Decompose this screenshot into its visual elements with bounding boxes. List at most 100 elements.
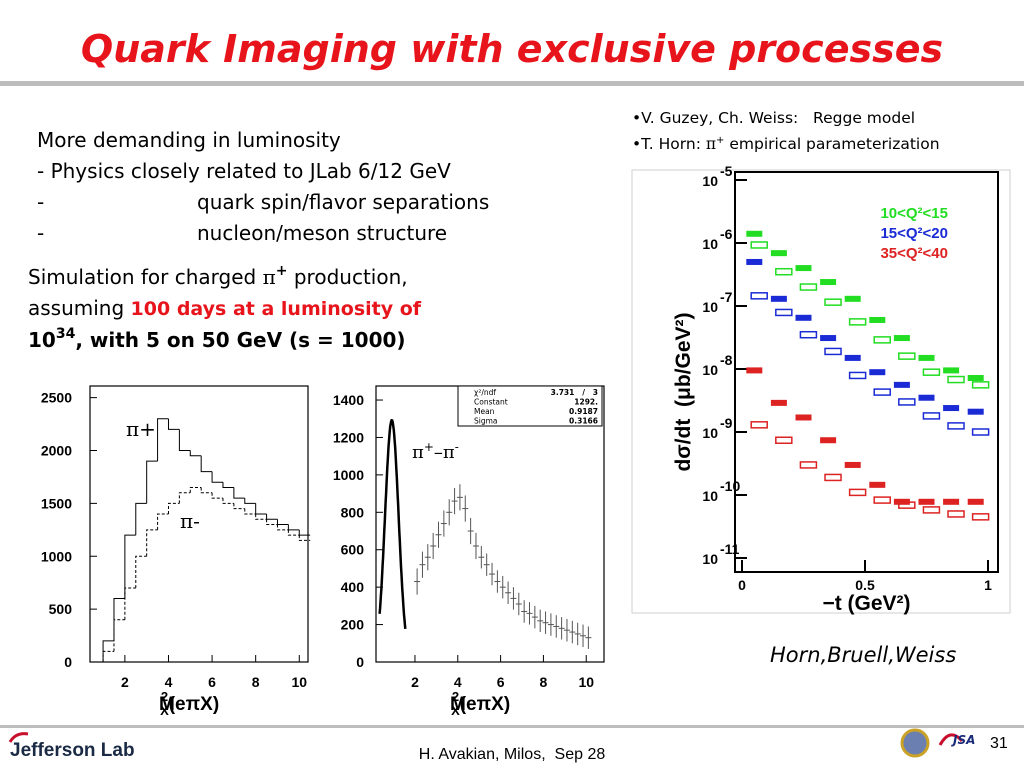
open-marker — [947, 510, 965, 518]
open-marker — [750, 421, 768, 429]
filled-marker — [795, 314, 812, 321]
stats-label: Sigma — [474, 417, 498, 426]
filled-marker — [918, 498, 935, 505]
y-tick-label: 200 — [341, 617, 365, 633]
x-axis-label: M2 X(eπX) — [450, 689, 510, 718]
y-tick-label: 10 — [702, 299, 718, 315]
y-tick-label: 1200 — [333, 429, 364, 445]
legend-entry: 10<Q²<15 — [880, 205, 948, 222]
filled-marker — [893, 335, 910, 342]
open-marker — [971, 513, 990, 521]
text: Simulation for charged — [28, 265, 263, 289]
y-tick-label: 500 — [49, 601, 73, 617]
y-tick-exponent: -7 — [720, 289, 733, 305]
histogram-bin — [244, 498, 256, 504]
histogram-bin — [189, 487, 202, 493]
histogram-bin — [189, 450, 202, 457]
filled-marker — [967, 498, 984, 505]
x-tick-label: 8 — [252, 674, 260, 690]
filled-marker — [770, 295, 787, 302]
open-marker — [775, 267, 793, 276]
histogram-bin — [200, 487, 213, 494]
histogram-bin — [266, 519, 278, 526]
open-marker — [947, 375, 965, 384]
histogram-bin — [113, 598, 125, 641]
text: π — [706, 135, 716, 153]
filled-marker — [746, 230, 763, 237]
open-marker — [922, 506, 941, 514]
legend-entry: 15<Q²<20 — [880, 225, 948, 242]
x-tick-label: 10 — [578, 674, 594, 690]
open-marker — [898, 501, 916, 509]
stats-label: Constant — [474, 398, 508, 407]
y-tick-label: 0 — [64, 654, 72, 670]
x-tick-label: 0.5 — [855, 577, 875, 593]
histogram-bin — [146, 460, 158, 504]
filled-marker — [918, 394, 935, 401]
intro-line: quark spin/flavor separations — [197, 190, 489, 214]
highlight: 10 — [28, 328, 56, 352]
y-tick-exponent: -5 — [720, 163, 733, 179]
histogram-bin — [233, 503, 245, 510]
stats-value: 1292. — [574, 398, 598, 407]
legend-entry: 35<Q²<40 — [880, 245, 948, 262]
open-marker — [775, 436, 793, 444]
open-marker — [848, 318, 867, 326]
label-sub: X — [451, 703, 460, 718]
open-marker — [799, 330, 818, 339]
y-tick-label: 0 — [356, 654, 364, 670]
plot-panel — [631, 169, 1011, 614]
histogram-bin — [178, 429, 191, 452]
histogram-bin — [113, 619, 125, 652]
label-tail: (eπX) — [169, 694, 219, 715]
open-marker — [873, 336, 891, 344]
highlight: , with 5 on 50 GeV (s = 1000) — [75, 328, 405, 352]
histogram-bin — [102, 650, 114, 662]
histogram-bin — [167, 502, 180, 514]
y-tick-label: 10 — [702, 362, 718, 378]
footer-rule — [0, 725, 1024, 728]
histogram-bin — [276, 524, 289, 531]
seal-logo — [900, 728, 930, 758]
caption: Horn,Bruell,Weiss — [770, 643, 956, 667]
y-tick-label: 10 — [702, 425, 718, 441]
filled-marker — [844, 354, 861, 361]
highlight: 100 days at a luminosity of — [131, 298, 422, 320]
filled-marker — [795, 265, 812, 272]
superscript: - — [455, 440, 459, 454]
y-tick-label: 10 — [702, 488, 718, 504]
histogram-bin — [211, 471, 223, 483]
filled-marker — [918, 354, 935, 361]
annotation: π+–π- — [412, 440, 459, 463]
intro-line: nucleon/meson structure — [197, 221, 447, 245]
y-tick-label: 10 — [702, 173, 718, 189]
partner-logo: JSA — [951, 733, 975, 747]
label-sub: X — [160, 703, 169, 718]
filled-marker — [943, 405, 960, 412]
intro-bullet: - — [37, 190, 44, 214]
filled-marker — [893, 381, 910, 388]
label-sup: 2 — [161, 689, 168, 704]
reference: •T. Horn: π+ empirical parameterization — [632, 135, 940, 153]
x-tick-label: 4 — [454, 674, 462, 690]
intro-line: More demanding in luminosity — [37, 128, 341, 152]
open-marker — [971, 381, 990, 389]
simulation-line: assuming 100 days at a luminosity of — [28, 296, 422, 320]
y-tick-label: 2500 — [41, 390, 72, 406]
open-marker — [824, 298, 842, 306]
open-marker — [873, 388, 891, 396]
text: –π — [434, 442, 455, 463]
filled-marker — [869, 369, 886, 376]
filled-marker — [746, 367, 763, 374]
stats-value: 0.9187 — [569, 407, 598, 416]
text: •T. Horn: — [632, 135, 706, 153]
y-tick-label: 600 — [341, 542, 365, 558]
intro-line: - Physics closely related to JLab 6/12 G… — [37, 159, 451, 183]
open-marker — [848, 371, 867, 380]
y-tick-label: 1000 — [333, 467, 364, 483]
series-label: π- — [180, 509, 200, 533]
